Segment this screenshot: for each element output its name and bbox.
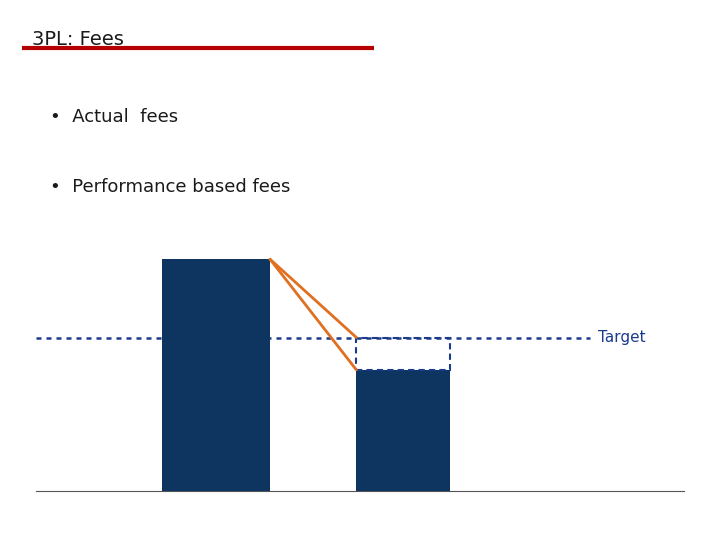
Text: 3PL: Fees: 3PL: Fees — [32, 30, 125, 49]
Text: Target: Target — [598, 330, 645, 345]
Bar — [162, 259, 270, 491]
Bar — [356, 338, 450, 370]
Text: •  Performance based fees: • Performance based fees — [50, 178, 291, 196]
Bar — [356, 370, 450, 491]
Text: •  Actual  fees: • Actual fees — [50, 108, 179, 126]
